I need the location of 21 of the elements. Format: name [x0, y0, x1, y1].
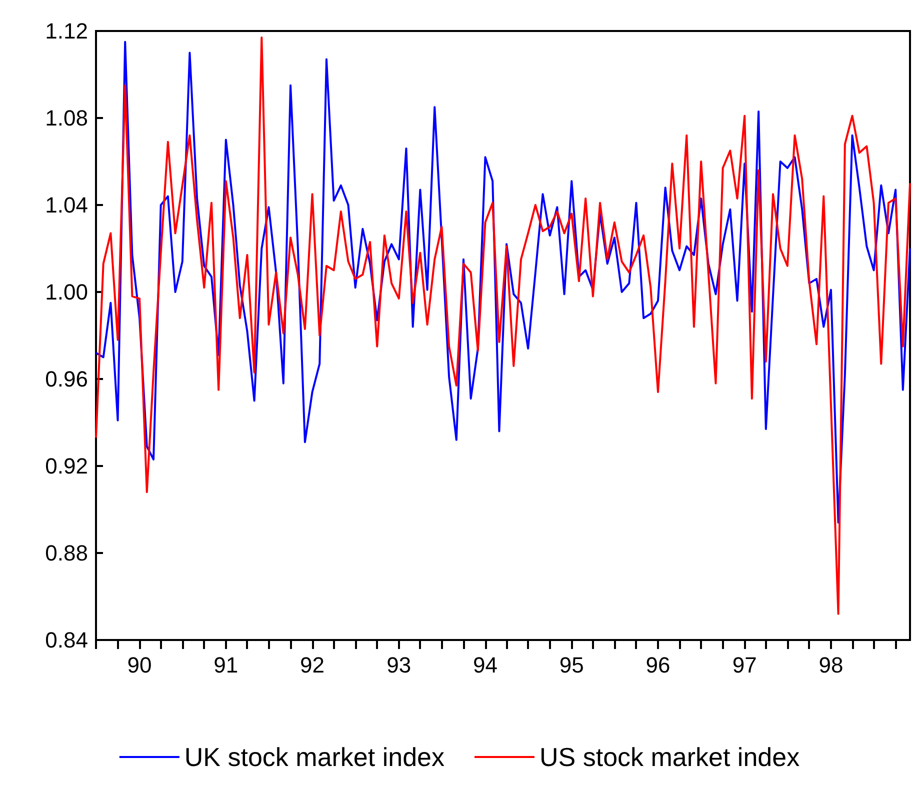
x-tick-label: 93 — [386, 652, 412, 678]
x-tick-label: 97 — [732, 652, 757, 678]
y-tick-label: 0.92 — [45, 454, 88, 478]
y-tick-label: 0.96 — [45, 366, 88, 392]
y-tick-label: 0.88 — [45, 540, 88, 566]
x-tick-label: 92 — [300, 652, 325, 678]
x-tick-label: 95 — [559, 652, 584, 678]
line-series — [95, 36, 911, 615]
y-tick-label: 0.84 — [45, 628, 88, 652]
y-tick-label: 1.12 — [45, 18, 88, 44]
x-tick-label: 98 — [818, 652, 844, 678]
y-tick-label: 1.04 — [45, 192, 88, 218]
x-tick-label: 94 — [473, 652, 498, 678]
x-tick-label: 90 — [127, 652, 152, 678]
line-series — [95, 40, 911, 524]
legend-label: UK stock market index — [184, 742, 445, 772]
y-tick-label: 1.00 — [45, 280, 88, 304]
y-tick-label: 1.08 — [45, 106, 88, 130]
x-tick-label: 91 — [214, 652, 238, 678]
legend-label: US stock market index — [540, 742, 800, 772]
x-tick-label: 96 — [646, 652, 670, 678]
